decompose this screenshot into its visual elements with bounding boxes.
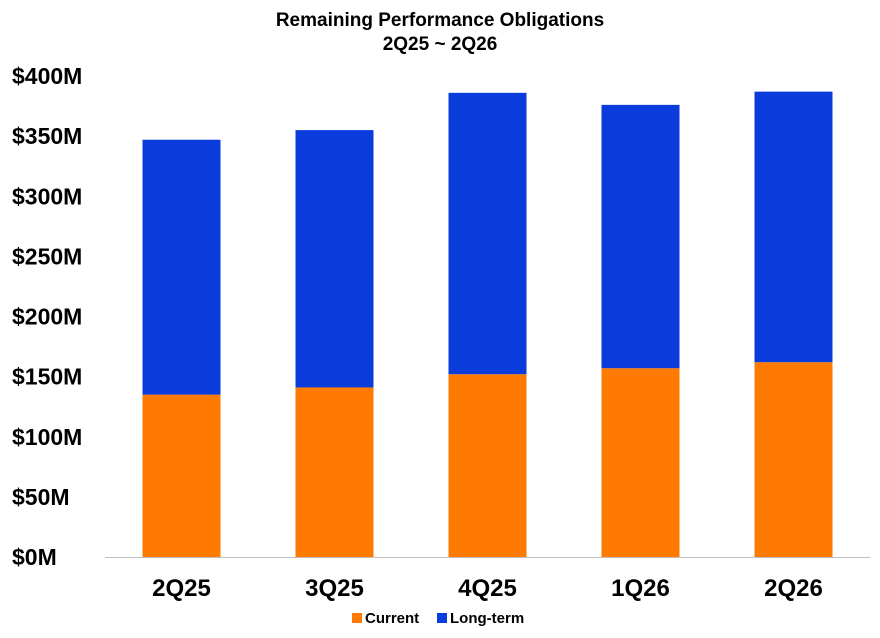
x-tick-label: 2Q25 bbox=[152, 575, 211, 602]
chart-title: Remaining Performance Obligations bbox=[276, 10, 604, 31]
y-tick-label: $350M bbox=[12, 123, 82, 149]
x-tick-label: 4Q25 bbox=[458, 575, 517, 602]
legend-label-current: Current bbox=[365, 610, 419, 627]
bar-current-3q25 bbox=[295, 387, 374, 557]
x-axis-tick-labels: 2Q25 3Q25 4Q25 1Q26 2Q26 bbox=[152, 575, 823, 602]
chart-subtitle: 2Q25 ~ 2Q26 bbox=[383, 34, 498, 55]
y-tick-label: $200M bbox=[12, 304, 82, 330]
y-tick-label: $250M bbox=[12, 243, 82, 269]
y-tick-label: $150M bbox=[12, 364, 82, 390]
bar-current-2q26 bbox=[754, 362, 833, 557]
legend-swatch-long-term bbox=[437, 613, 447, 623]
legend-label-long-term: Long-term bbox=[450, 610, 524, 627]
y-axis-tick-labels: $0M $50M $100M $150M $200M $250M $300M $350M $40… bbox=[12, 63, 82, 570]
bar-current-4q25 bbox=[448, 374, 527, 557]
legend: Current Long-term bbox=[352, 610, 524, 627]
x-tick-label: 2Q26 bbox=[764, 575, 823, 602]
y-tick-label: $400M bbox=[12, 63, 82, 89]
y-tick-label: $0M bbox=[12, 544, 57, 570]
bar-stacks bbox=[142, 91, 833, 557]
y-tick-label: $100M bbox=[12, 424, 82, 450]
bar-long-term-3q25 bbox=[295, 130, 374, 388]
bar-long-term-2q25 bbox=[142, 139, 221, 395]
legend-swatch-current bbox=[352, 613, 362, 623]
y-tick-label: $300M bbox=[12, 183, 82, 209]
x-tick-label: 1Q26 bbox=[611, 575, 670, 602]
bar-long-term-2q26 bbox=[754, 91, 833, 363]
bar-long-term-1q26 bbox=[601, 104, 680, 369]
x-tick-label: 3Q25 bbox=[305, 575, 364, 602]
bar-current-2q25 bbox=[142, 394, 221, 557]
bar-long-term-4q25 bbox=[448, 92, 527, 375]
bar-current-1q26 bbox=[601, 368, 680, 557]
y-tick-label: $50M bbox=[12, 484, 70, 510]
